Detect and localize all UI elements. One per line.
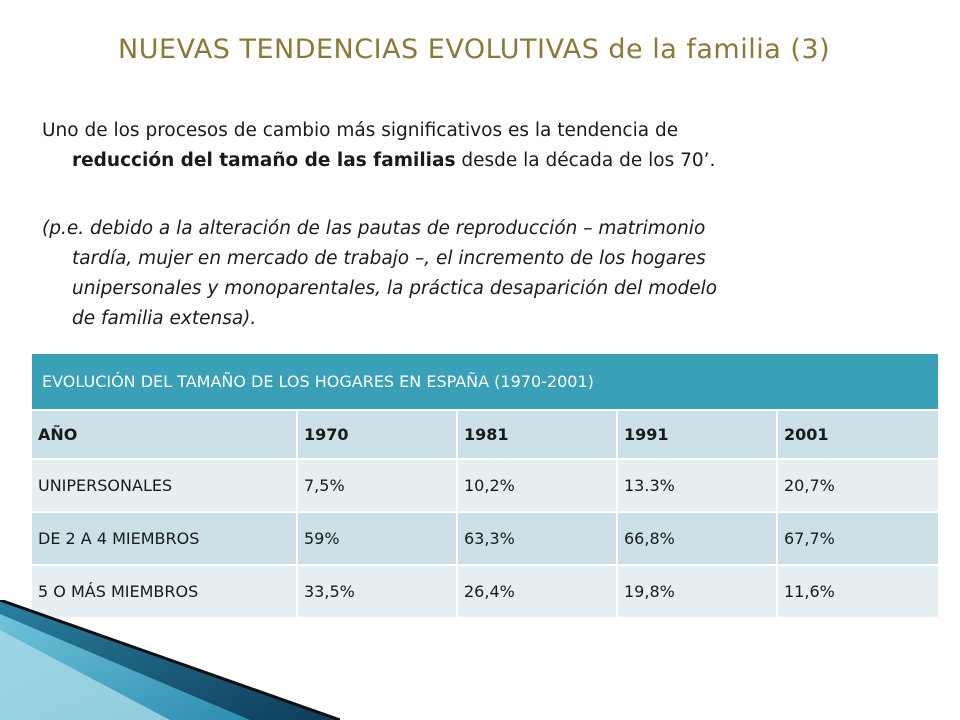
examples-paragraph: (p.e. debido a la alteración de las paut… bbox=[42, 214, 932, 334]
table-row: UNIPERSONALES 7,5% 10,2% 13.3% 20,7% bbox=[30, 458, 941, 513]
table-header-row: AÑO 1970 1981 1991 2001 bbox=[30, 409, 941, 460]
table-cell: 63,3% bbox=[456, 511, 618, 566]
table-cell: 10,2% bbox=[456, 458, 618, 513]
table-cell: 13.3% bbox=[616, 458, 778, 513]
table-cell: 20,7% bbox=[775, 458, 941, 513]
table-row: DE 2 A 4 MIEMBROS 59% 63,3% 66,8% 67,7% bbox=[30, 511, 941, 566]
examples-line-3: unipersonales y monoparentales, la práct… bbox=[72, 278, 718, 299]
header-cell-1981: 1981 bbox=[456, 409, 618, 460]
intro-line-2-rest: desde la década de los 70’. bbox=[455, 150, 716, 171]
header-cell-ano: AÑO bbox=[30, 409, 298, 460]
decor-pale-wedge bbox=[0, 630, 170, 720]
table-cell: 19,8% bbox=[616, 564, 778, 619]
table-cell: 26,4% bbox=[456, 564, 618, 619]
examples-line-4: de familia extensa). bbox=[72, 308, 257, 329]
header-cell-1991: 1991 bbox=[616, 409, 778, 460]
intro-line-1: Uno de los procesos de cambio más signif… bbox=[42, 120, 679, 141]
table-cell: 7,5% bbox=[296, 458, 458, 513]
corner-decoration bbox=[0, 600, 340, 720]
table-cell: 11,6% bbox=[775, 564, 941, 619]
intro-line-2: reducción del tamaño de las familias des… bbox=[42, 146, 932, 176]
header-cell-2001: 2001 bbox=[775, 409, 941, 460]
table-caption: EVOLUCIÓN DEL TAMAÑO DE LOS HOGARES EN E… bbox=[29, 352, 941, 411]
intro-paragraph: Uno de los procesos de cambio más signif… bbox=[42, 116, 932, 176]
table-row: 5 O MÁS MIEMBROS 33,5% 26,4% 19,8% 11,6% bbox=[30, 564, 941, 619]
decor-edge-line bbox=[0, 600, 340, 720]
examples-line-2: tardía, mujer en mercado de trabajo –, e… bbox=[72, 248, 706, 269]
row-label: DE 2 A 4 MIEMBROS bbox=[30, 511, 298, 566]
household-size-table: EVOLUCIÓN DEL TAMAÑO DE LOS HOGARES EN E… bbox=[29, 352, 941, 619]
table-cell: 59% bbox=[296, 511, 458, 566]
intro-highlight: reducción del tamaño de las familias bbox=[72, 150, 456, 171]
table-cell: 66,8% bbox=[616, 511, 778, 566]
table-cell: 67,7% bbox=[775, 511, 941, 566]
row-label: UNIPERSONALES bbox=[30, 458, 298, 513]
header-cell-1970: 1970 bbox=[296, 409, 458, 460]
row-label: 5 O MÁS MIEMBROS bbox=[30, 564, 298, 619]
examples-line-1: (p.e. debido a la alteración de las paut… bbox=[42, 218, 706, 239]
table-cell: 33,5% bbox=[296, 564, 458, 619]
slide-title: NUEVAS TENDENCIAS EVOLUTIVAS de la famil… bbox=[118, 34, 831, 65]
